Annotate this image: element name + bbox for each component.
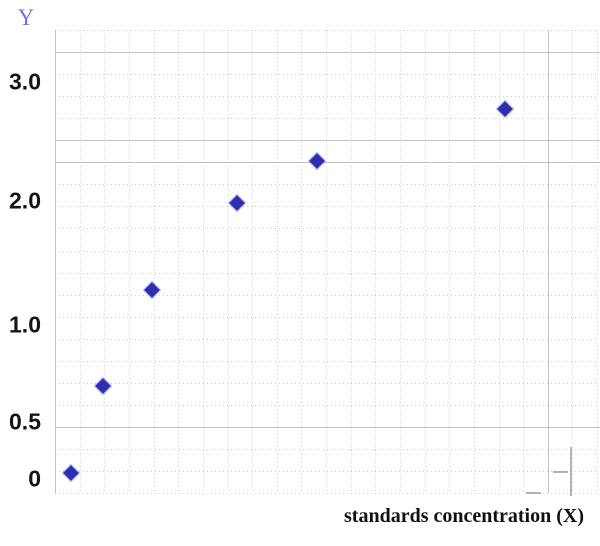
gridline-vertical — [326, 30, 327, 493]
gridline-vertical-solid — [548, 30, 549, 493]
y-tick-label: 1.0 — [9, 311, 41, 338]
gridline-vertical — [79, 30, 81, 493]
gridline-vertical-solid — [55, 30, 56, 493]
y-tick-label: 0.5 — [9, 408, 41, 435]
gridline-horizontal — [55, 250, 597, 252]
gridline-vertical — [424, 30, 426, 493]
gridline-horizontal-solid — [55, 427, 600, 428]
gridline-horizontal — [55, 404, 597, 406]
gridline-vertical — [178, 30, 180, 493]
gridline-horizontal-solid — [55, 52, 600, 53]
gridline-horizontal — [55, 30, 597, 31]
gridline-vertical — [202, 30, 204, 493]
gridline-vertical — [350, 30, 352, 493]
gridline-horizontal-solid — [55, 140, 600, 141]
gridline-vertical — [449, 30, 451, 493]
gridline-horizontal — [55, 206, 597, 208]
gridline-horizontal — [55, 272, 597, 274]
gridline-vertical — [399, 30, 401, 493]
y-axis-title: Y — [17, 5, 35, 30]
gridline-vertical — [473, 30, 475, 493]
gridline-horizontal — [55, 96, 597, 98]
gridline-vertical — [597, 30, 598, 493]
gridline-vertical — [227, 30, 229, 493]
gridline-vertical — [301, 30, 303, 493]
gridline-horizontal — [55, 360, 597, 362]
gridline-horizontal — [55, 74, 597, 76]
gridline-vertical — [153, 30, 155, 493]
gridline-vertical — [276, 30, 278, 493]
gridline-horizontal — [55, 294, 597, 296]
gridline-vertical — [104, 30, 106, 493]
x-axis-title: standards concentration (X) — [344, 505, 584, 527]
watermark-line-fragment — [526, 492, 541, 494]
gridline-horizontal-solid — [55, 162, 600, 163]
gridline-horizontal — [55, 316, 597, 318]
y-tick-label: 2.0 — [9, 187, 41, 214]
gridline-vertical — [375, 30, 377, 493]
gridline-horizontal — [55, 338, 597, 340]
gridline-horizontal — [55, 118, 597, 120]
gridline-vertical — [498, 30, 500, 493]
gridline-vertical — [572, 30, 574, 493]
watermark-line-fragment — [553, 471, 568, 473]
gridline-horizontal — [55, 471, 597, 472]
data-point-diamond — [497, 101, 513, 117]
gridline-horizontal — [55, 228, 597, 230]
y-tick-label: 3.0 — [9, 68, 41, 95]
gridline-horizontal — [55, 184, 597, 186]
data-point-diamond — [95, 378, 111, 394]
gridline-vertical — [523, 30, 525, 493]
data-point-diamond — [309, 153, 325, 169]
gridline-horizontal — [55, 493, 597, 494]
gridline-vertical — [128, 30, 130, 493]
gridline-horizontal — [55, 382, 597, 384]
gridline-vertical — [252, 30, 254, 493]
y-tick-label: 0 — [28, 465, 41, 492]
data-point-diamond — [63, 465, 79, 481]
gridline-horizontal — [55, 448, 597, 450]
data-point-diamond — [229, 195, 245, 211]
watermark-line-fragment — [570, 447, 572, 496]
